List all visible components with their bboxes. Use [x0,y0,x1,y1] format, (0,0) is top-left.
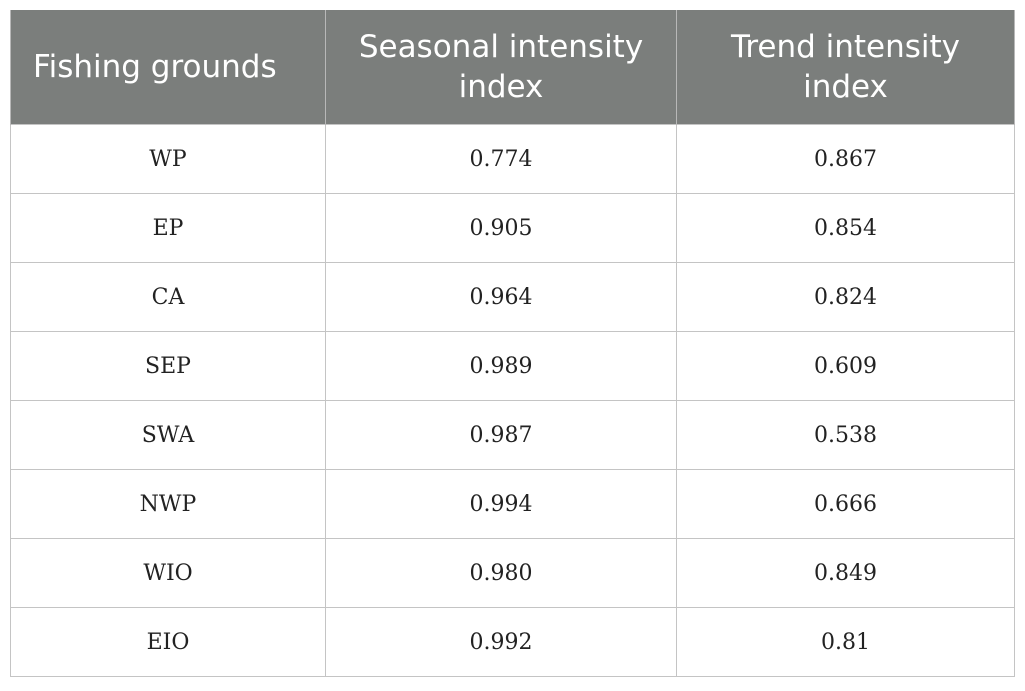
cell-fishing-ground: CA [10,262,326,332]
cell-seasonal-index: 0.964 [325,262,677,332]
cell-fishing-ground: EIO [10,607,326,677]
header-seasonal-line-1: Seasonal intensity [358,29,644,65]
cell-seasonal-index: 0.987 [325,400,677,470]
cell-trend-index: 0.849 [676,538,1015,608]
table-row: EP 0.905 0.854 [10,193,1015,263]
cell-seasonal-index: 0.994 [325,469,677,539]
header-fishing-grounds: Fishing grounds [10,10,326,125]
cell-trend-index: 0.824 [676,262,1015,332]
table-header: Fishing grounds Seasonal intensity index… [10,10,1015,125]
cell-seasonal-index: 0.989 [325,331,677,401]
cell-seasonal-index: 0.905 [325,193,677,263]
header-row: Fishing grounds Seasonal intensity index… [10,10,1015,125]
table-row: WIO 0.980 0.849 [10,538,1015,608]
header-trend-line-2: index [803,69,888,105]
cell-trend-index: 0.609 [676,331,1015,401]
cell-seasonal-index: 0.980 [325,538,677,608]
table-row: CA 0.964 0.824 [10,262,1015,332]
data-table-container: Fishing grounds Seasonal intensity index… [10,10,1015,677]
cell-trend-index: 0.867 [676,124,1015,194]
cell-fishing-ground: SWA [10,400,326,470]
cell-trend-index: 0.81 [676,607,1015,677]
table-row: SEP 0.989 0.609 [10,331,1015,401]
fishing-grounds-table: Fishing grounds Seasonal intensity index… [10,10,1015,677]
cell-fishing-ground: WIO [10,538,326,608]
header-trend-line-1: Trend intensity [730,29,961,65]
table-row: EIO 0.992 0.81 [10,607,1015,677]
table-row: SWA 0.987 0.538 [10,400,1015,470]
cell-trend-index: 0.666 [676,469,1015,539]
cell-fishing-ground: SEP [10,331,326,401]
header-trend-intensity: Trend intensity index [676,10,1015,125]
cell-fishing-ground: WP [10,124,326,194]
cell-trend-index: 0.854 [676,193,1015,263]
table-body: WP 0.774 0.867 EP 0.905 0.854 CA 0.964 0… [10,124,1015,677]
cell-seasonal-index: 0.992 [325,607,677,677]
cell-fishing-ground: EP [10,193,326,263]
cell-seasonal-index: 0.774 [325,124,677,194]
cell-fishing-ground: NWP [10,469,326,539]
table-row: WP 0.774 0.867 [10,124,1015,194]
cell-trend-index: 0.538 [676,400,1015,470]
header-seasonal-line-2: index [458,69,544,105]
header-seasonal-intensity: Seasonal intensity index [325,10,677,125]
table-row: NWP 0.994 0.666 [10,469,1015,539]
